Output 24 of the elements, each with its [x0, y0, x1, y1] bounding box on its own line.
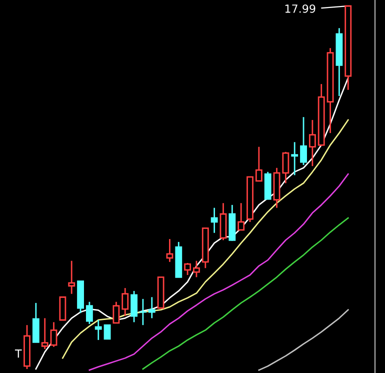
candlestick [122, 287, 129, 317]
candlestick [255, 146, 262, 182]
candlestick [94, 319, 102, 341]
candlestick [32, 302, 40, 343]
candlestick [166, 238, 174, 263]
candlestick [140, 298, 146, 326]
candlestick [326, 47, 334, 134]
candlestick [336, 27, 343, 97]
annotation: 17.99 [285, 4, 316, 13]
candlestick [202, 227, 209, 269]
candlestick [210, 207, 218, 234]
candlestick [50, 321, 58, 348]
candlestick [344, 5, 352, 91]
candlestick [291, 141, 298, 176]
candlestick [175, 241, 182, 278]
candlestick [148, 296, 156, 319]
candlestick [308, 119, 316, 167]
candlestick [59, 296, 66, 321]
candlestick [273, 167, 280, 209]
candlestick [104, 324, 111, 340]
candlestick [68, 260, 76, 295]
candlestick [238, 202, 245, 231]
candlestick [157, 276, 164, 309]
text: T [14, 350, 22, 358]
